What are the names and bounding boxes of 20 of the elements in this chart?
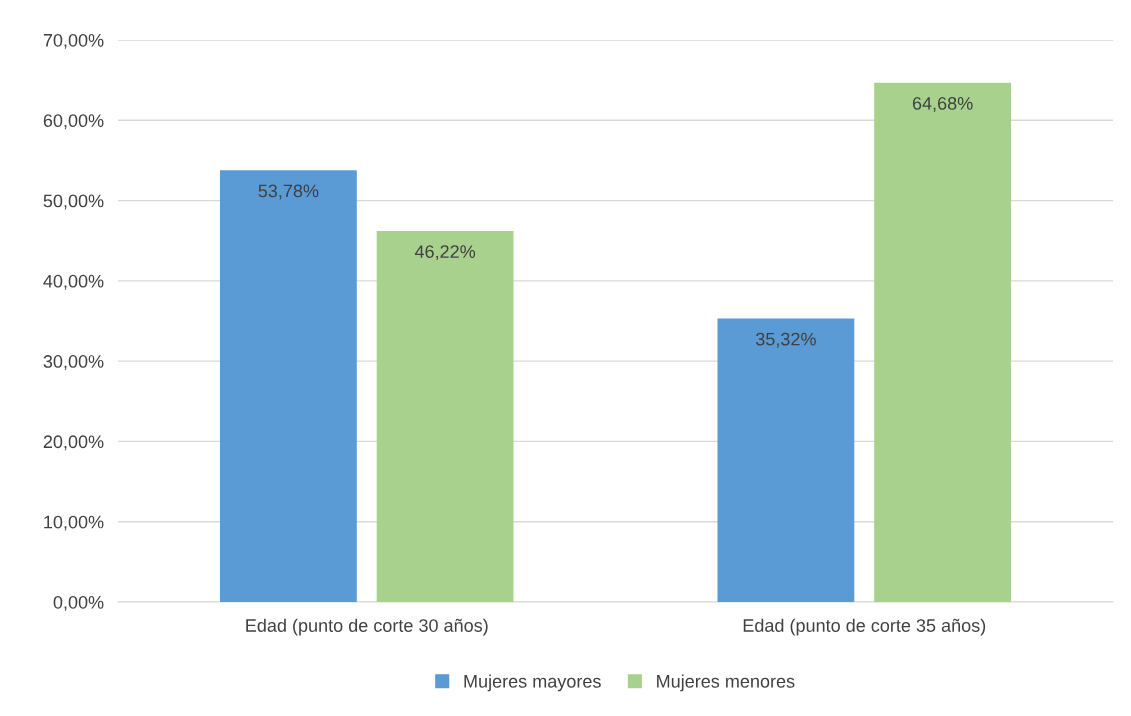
y-tick-label: 60,00% [43,114,104,130]
y-tick-label: 70,00% [43,33,104,49]
bar [376,230,514,602]
data-label: 46,22% [414,245,476,261]
y-tick-label: 0,00% [53,595,104,611]
x-tick-label: Edad (punto de corte 30 años) [246,618,488,636]
bar [717,318,855,602]
data-label: 53,78% [258,184,319,200]
x-tick-label: Edad (punto de corte 35 años) [743,618,986,636]
y-tick-label: 10,00% [44,515,104,531]
data-label: 64,68% [912,97,973,112]
legend-label: Mujeres mayores [464,674,601,692]
data-label: 35,32% [755,332,816,348]
y-tick-label: 30,00% [43,355,104,370]
bar [219,170,357,602]
y-tick-label: 50,00% [43,194,104,210]
legend-label: Mujeres menores [657,674,795,692]
y-tick-label: 20,00% [43,435,104,451]
y-tick-label: 40,00% [43,274,104,290]
bar [874,82,1012,602]
